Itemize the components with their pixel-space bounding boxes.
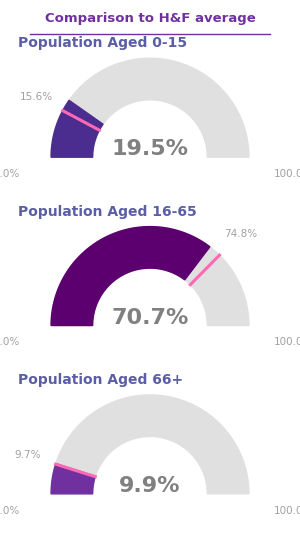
Text: 100.0%: 100.0% bbox=[274, 337, 300, 348]
Polygon shape bbox=[51, 226, 249, 325]
Text: 0.0%: 0.0% bbox=[0, 506, 20, 516]
Polygon shape bbox=[51, 464, 95, 494]
Text: Population Aged 16-65: Population Aged 16-65 bbox=[18, 205, 197, 219]
Text: Population Aged 0-15: Population Aged 0-15 bbox=[18, 36, 187, 50]
Text: 100.0%: 100.0% bbox=[274, 506, 300, 516]
Text: 74.8%: 74.8% bbox=[224, 229, 257, 239]
Polygon shape bbox=[51, 100, 103, 157]
Text: 9.9%: 9.9% bbox=[119, 476, 181, 496]
Polygon shape bbox=[51, 226, 210, 325]
Text: 70.7%: 70.7% bbox=[111, 307, 189, 327]
Text: Population Aged 66+: Population Aged 66+ bbox=[18, 373, 183, 387]
Text: 0.0%: 0.0% bbox=[0, 337, 20, 348]
Text: 9.7%: 9.7% bbox=[14, 450, 40, 460]
Text: 19.5%: 19.5% bbox=[112, 139, 188, 159]
Text: 0.0%: 0.0% bbox=[0, 169, 20, 179]
Polygon shape bbox=[51, 58, 249, 157]
Text: Comparison to H&F average: Comparison to H&F average bbox=[45, 12, 255, 25]
Text: 15.6%: 15.6% bbox=[20, 92, 53, 102]
Text: 100.0%: 100.0% bbox=[274, 169, 300, 179]
Polygon shape bbox=[51, 395, 249, 494]
